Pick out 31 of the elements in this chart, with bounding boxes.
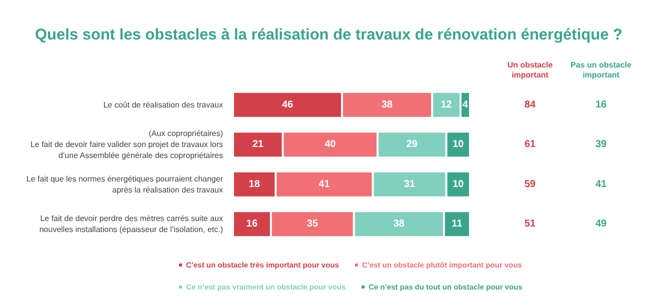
data-label: 10 (452, 139, 464, 150)
data-label: 31 (404, 178, 416, 190)
data-label: 41 (318, 178, 330, 190)
text: 16 (595, 99, 607, 110)
data-label: 12 (440, 99, 452, 110)
text: Pas un obstacle important (570, 60, 632, 80)
text: 59 (524, 178, 536, 190)
text: 39 (595, 139, 607, 150)
data-label: 10 (452, 178, 464, 190)
data-label: 16 (246, 218, 258, 230)
text: 61 (524, 139, 536, 150)
y-tick-label: Le fait de devoir perdre des mètres carrés suite aux nouvelles installations (épaisseur de l’isolation, etc.) (39, 214, 224, 234)
data-label: 21 (252, 139, 264, 150)
y-tick-label: (Aux copropriétaires) Le fait de devoir faire valider son projet de travaux lors d’une Assemblée générale des copropriétaires (30, 129, 224, 160)
data-label: 18 (248, 178, 260, 190)
text: Un obstacle important (507, 60, 554, 80)
text: 51 (524, 218, 536, 230)
y-tick-label: Le fait que les normes énergétiques pourraient changer après la réalisation des travaux (26, 174, 224, 194)
data-label: 40 (324, 139, 336, 150)
text: 49 (595, 218, 607, 230)
chart-title: Quels sont les obstacles à la réalisation de travaux de rénovation énergétique ? (35, 26, 622, 44)
text: 84 (524, 99, 536, 110)
data-label: 11 (452, 218, 463, 230)
data-label: 29 (406, 139, 418, 150)
data-label: 4 (462, 99, 468, 110)
data-label: 35 (306, 218, 318, 230)
text: 41 (595, 178, 607, 190)
data-label: 38 (393, 218, 405, 230)
y-tick-label: Le coût de réalisation des travaux (103, 100, 223, 110)
data-label: 46 (282, 99, 294, 110)
data-label: 38 (381, 99, 394, 110)
